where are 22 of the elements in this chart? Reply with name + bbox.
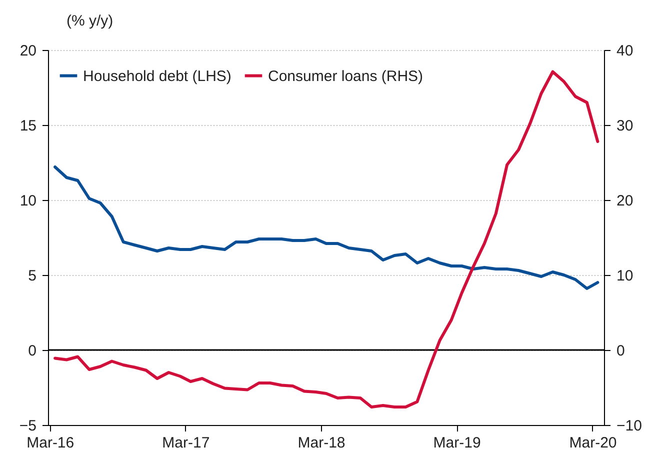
y-tick-label: 15	[20, 118, 36, 134]
y2-tick-label: 40	[616, 42, 634, 60]
line-series	[54, 166, 600, 290]
y2-tick-label: 30	[616, 118, 634, 134]
x-tick-label: Mar-19	[433, 434, 481, 452]
y-axis-title: (% y/y)	[66, 12, 114, 30]
y-tick-label: 20	[20, 42, 36, 60]
y2-tick-label: 0	[616, 342, 625, 360]
y-tick-label: 10	[20, 192, 36, 210]
y-tick-label: 5	[28, 268, 36, 284]
line-series	[54, 70, 600, 408]
legend-label: Household debt (LHS)	[83, 68, 232, 85]
y-tick-label: −5	[19, 418, 36, 434]
y-tick-label: 0	[28, 342, 36, 360]
x-tick-label: Mar-17	[162, 434, 210, 452]
y2-tick-label: 20	[616, 192, 634, 210]
y2-tick-label: 10	[616, 268, 634, 284]
y2-tick-label: −10	[616, 418, 642, 434]
x-tick-label: Mar-18	[298, 434, 346, 452]
x-tick-label: Mar-16	[26, 434, 74, 452]
legend-label: Consumer loans (RHS)	[268, 68, 424, 85]
x-tick-label: Mar-20	[569, 434, 617, 452]
